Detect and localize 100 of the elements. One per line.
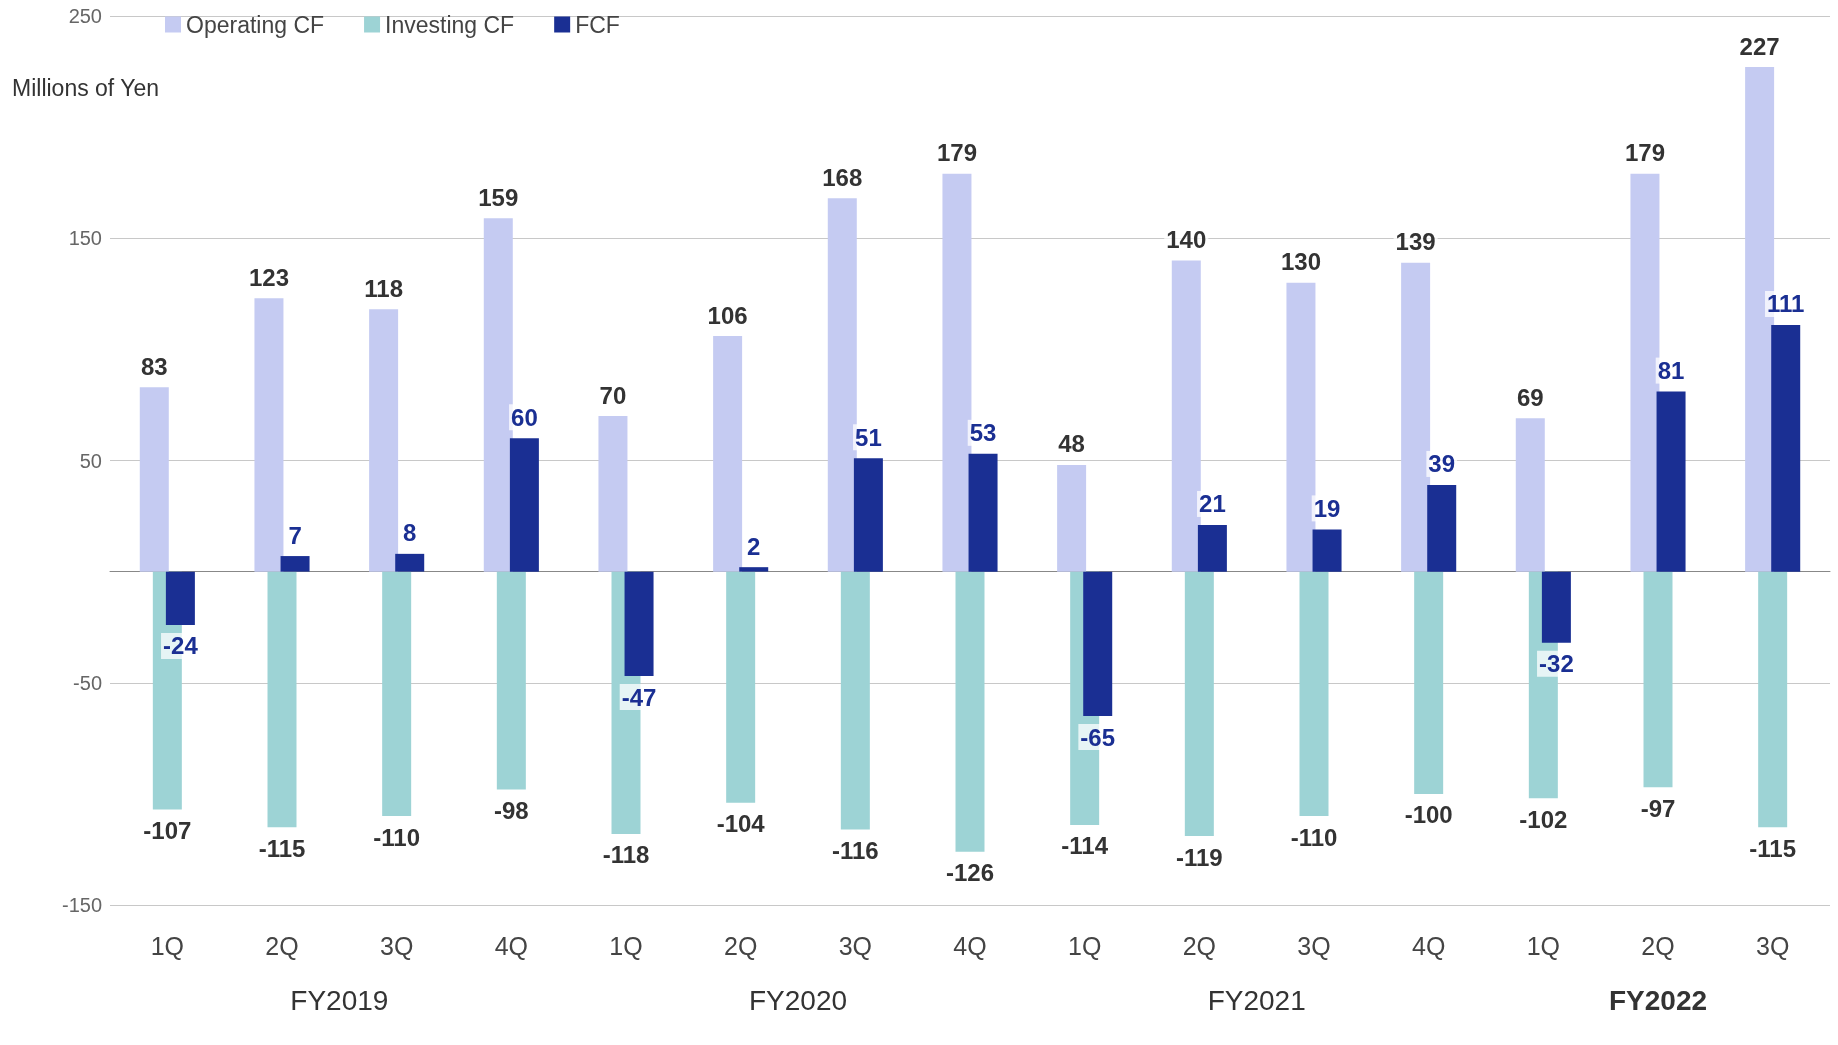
x-tick-label: 1Q	[150, 931, 185, 960]
bar	[139, 387, 169, 572]
bar	[395, 553, 425, 572]
data-label: 48	[1058, 430, 1085, 458]
x-tick-label: 1Q	[609, 931, 643, 960]
data-label: 111	[1767, 290, 1805, 318]
x-tick-label: 2Q	[265, 931, 299, 960]
bar	[1643, 571, 1673, 788]
data-label: -119	[1175, 843, 1223, 871]
data-label: 53	[969, 419, 997, 447]
data-label: 140	[1166, 225, 1207, 253]
y-tick-label: -150	[61, 894, 102, 916]
data-label: -110	[1290, 823, 1338, 851]
legend-label: Investing CF	[385, 11, 515, 38]
bar	[280, 556, 310, 572]
data-label: 70	[599, 381, 627, 409]
y-tick-label: -50	[73, 671, 102, 694]
y-axis-title: Millions of Yen	[12, 74, 160, 101]
bar	[739, 567, 769, 572]
bar	[1541, 571, 1571, 643]
data-label: 2	[747, 532, 761, 560]
bar	[1758, 571, 1788, 828]
x-tick-label: 1Q	[1067, 931, 1102, 960]
data-label: 60	[511, 403, 538, 431]
bar	[382, 571, 412, 817]
bar	[1401, 262, 1431, 572]
bar	[840, 571, 870, 830]
data-label: -118	[602, 841, 650, 869]
bar	[1630, 173, 1660, 572]
data-label: -32	[1539, 650, 1574, 678]
bar	[853, 458, 883, 572]
bar	[713, 336, 743, 572]
text: FY2020	[748, 984, 848, 1016]
x-tick-label: 3Q	[1297, 931, 1331, 960]
bar	[1414, 571, 1444, 794]
bar	[165, 571, 195, 625]
legend-label: FCF	[575, 11, 620, 38]
bar	[598, 416, 628, 572]
data-label: 123	[248, 263, 289, 291]
y-tick-label: 50	[79, 449, 102, 472]
data-label: 7	[288, 521, 302, 549]
bar	[1286, 282, 1316, 572]
data-label: -98	[493, 796, 529, 824]
bar	[955, 571, 985, 852]
bar	[1057, 464, 1087, 572]
data-label: 179	[936, 139, 977, 167]
data-label: 69	[1516, 383, 1544, 411]
bar	[1771, 324, 1801, 572]
data-label: -102	[1519, 805, 1568, 833]
data-label: 21	[1199, 490, 1226, 518]
x-tick-label: 3Q	[379, 931, 414, 960]
data-label: -116	[831, 836, 879, 864]
data-label: 39	[1428, 450, 1456, 478]
bar	[827, 198, 857, 572]
bar	[1656, 391, 1686, 572]
data-label: 51	[855, 423, 882, 451]
bar	[496, 571, 526, 790]
data-label: 179	[1624, 139, 1665, 167]
data-label: 227	[1739, 32, 1780, 60]
data-label: 19	[1313, 494, 1341, 522]
data-label: -97	[1640, 794, 1676, 822]
x-tick-label: 2Q	[1182, 931, 1217, 960]
bar	[1312, 529, 1342, 572]
bar	[1299, 571, 1329, 817]
y-tick-label: 250	[68, 5, 102, 27]
data-label: 8	[403, 519, 417, 547]
legend-label: Operating CF	[186, 11, 325, 38]
bar	[1083, 571, 1113, 717]
x-tick-label: 2Q	[1641, 931, 1675, 960]
data-label: -114	[1061, 832, 1109, 860]
bar	[726, 571, 756, 803]
data-label: 83	[140, 352, 168, 380]
text: FY2022	[1608, 984, 1708, 1016]
text: FY2019	[290, 984, 389, 1016]
bar	[1171, 260, 1201, 572]
data-label: 106	[707, 301, 748, 329]
bar	[1197, 524, 1227, 572]
data-label: -115	[258, 834, 306, 862]
data-label: -100	[1404, 801, 1453, 829]
bar	[1515, 418, 1545, 572]
bar	[1184, 571, 1214, 837]
data-label: 168	[822, 163, 863, 191]
bar	[483, 218, 513, 572]
x-tick-label: 2Q	[723, 931, 758, 960]
x-tick-label: 4Q	[494, 931, 529, 960]
bar	[942, 173, 972, 572]
bar	[1427, 484, 1457, 572]
x-tick-label: 3Q	[838, 931, 873, 960]
x-tick-label: 4Q	[953, 931, 987, 960]
x-tick-label: 1Q	[1526, 931, 1561, 960]
data-label: -104	[716, 810, 766, 838]
bar	[267, 571, 297, 828]
data-label: -115	[1749, 834, 1797, 862]
bar	[624, 571, 654, 677]
text: FY2021	[1207, 984, 1306, 1016]
bar	[254, 298, 284, 572]
data-label: -107	[143, 816, 192, 844]
data-label: -110	[373, 823, 421, 851]
bar	[509, 438, 539, 572]
data-label: -47	[621, 683, 657, 711]
